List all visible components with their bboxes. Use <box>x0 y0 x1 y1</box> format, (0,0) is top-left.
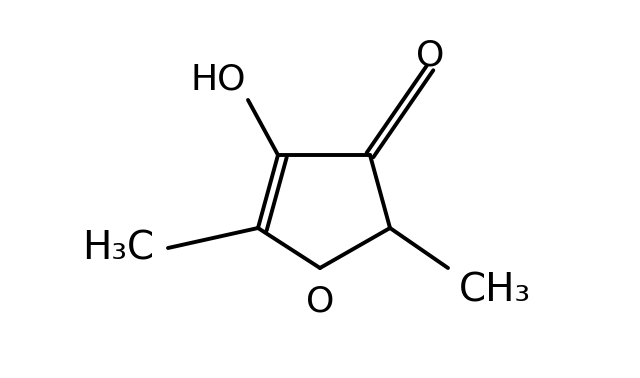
Text: O: O <box>306 285 334 319</box>
Text: HO: HO <box>190 63 246 97</box>
Text: H₃C: H₃C <box>82 229 154 267</box>
Text: O: O <box>416 38 444 72</box>
Text: CH₃: CH₃ <box>459 271 531 309</box>
